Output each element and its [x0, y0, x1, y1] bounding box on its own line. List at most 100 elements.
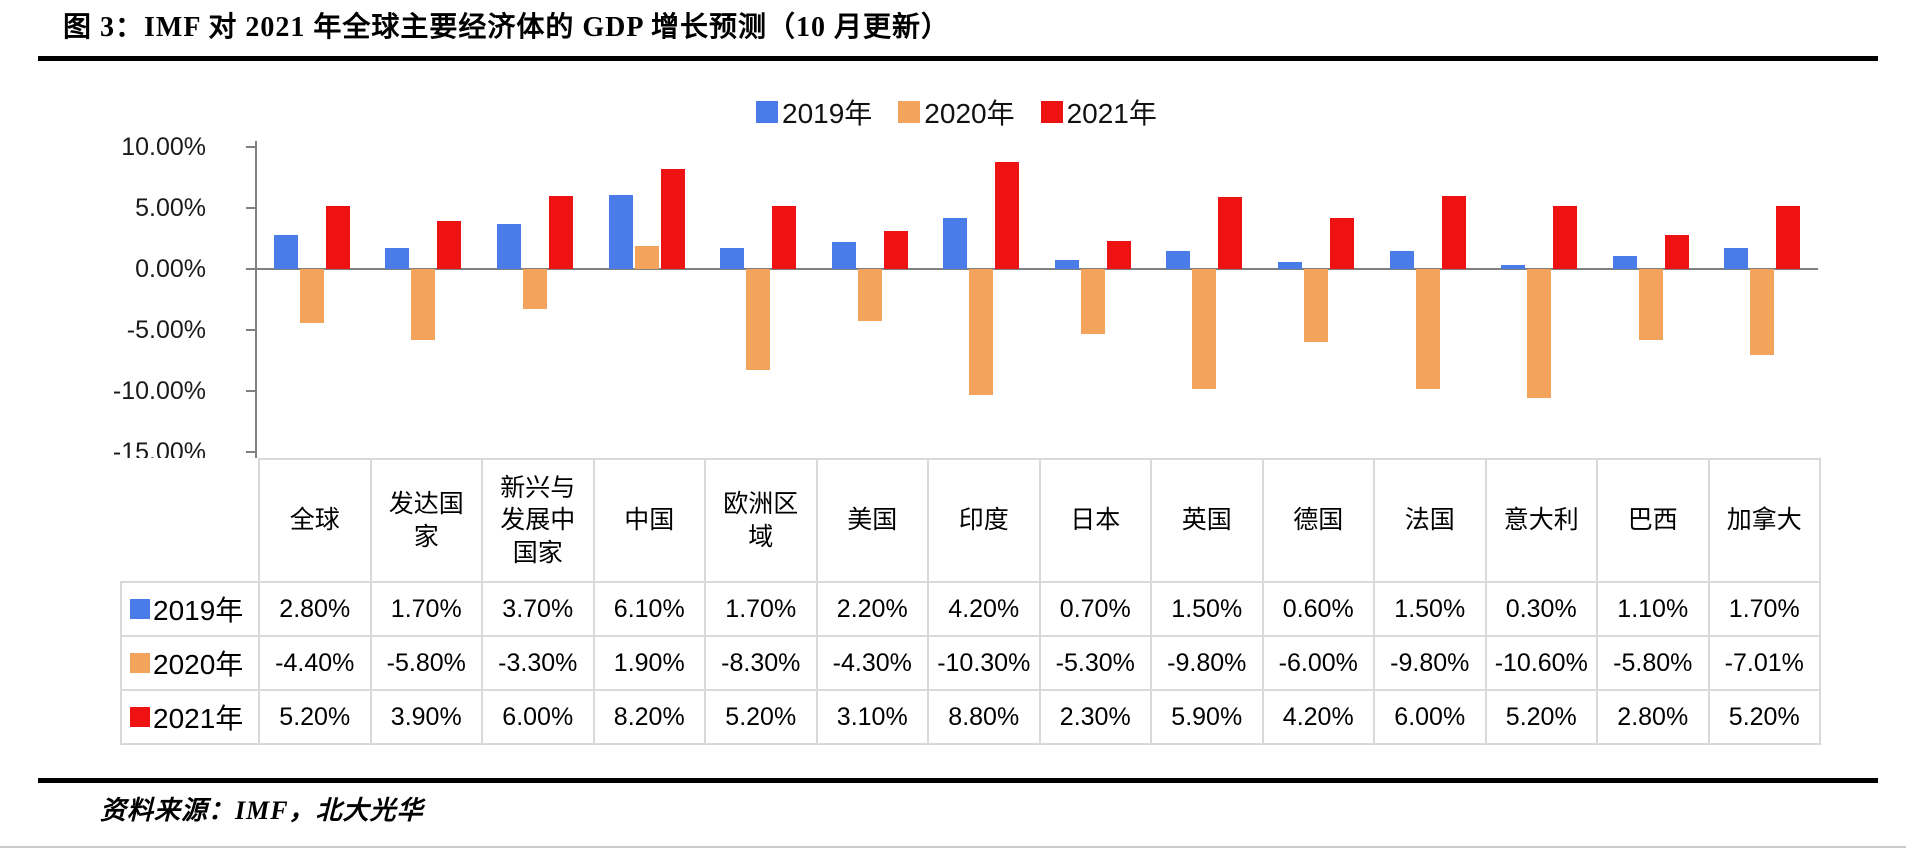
bar-2020-cat7 [1080, 269, 1105, 334]
y-axis-tick-label: 5.00% [135, 194, 206, 222]
bar-2020-cat12 [1638, 269, 1663, 340]
table-row-2020: 2020年 -4.40% -5.80% -3.30% 1.90% -8.30% -4.30%… [120, 635, 1821, 691]
row-label-text: 2021年 [153, 703, 244, 734]
y-axis-tick-label: -10.00% [112, 377, 206, 405]
bar-2021-cat8 [1218, 197, 1243, 269]
table-cell: -4.40% [258, 635, 372, 691]
table-row-label: 2019年 [130, 589, 258, 629]
table-row-2021: 2021年 5.20% 3.90% 6.00% 8.20% 5.20% 3.10% 8.80%… [120, 689, 1821, 745]
table-cell: -9.80% [1373, 635, 1487, 691]
table-cell: 6.10% [592, 581, 706, 637]
bar-2021-cat0 [325, 205, 350, 269]
bar-2020-cat3 [634, 245, 659, 269]
bar-2021-cat9 [1329, 217, 1354, 269]
table-header-cell: 中国 [592, 458, 706, 583]
bar-2020-cat10 [1415, 269, 1440, 389]
table-header-cell: 新兴与发展中国家 [481, 458, 595, 583]
table-cell: 0.60% [1261, 581, 1375, 637]
bar-2021-cat2 [548, 195, 573, 269]
table-cell: 6.00% [1373, 689, 1487, 745]
table-cell: 2.20% [815, 581, 929, 637]
legend-label-2019: 2019年 [782, 98, 873, 129]
y-axis-tick-mark [246, 451, 256, 453]
y-axis-line [255, 141, 257, 460]
table-header-cell: 美国 [815, 458, 929, 583]
table-cell: 3.10% [815, 689, 929, 745]
gdp-data-table: 全球 发达国家 新兴与发展中国家 中国 欧洲区域 美国 印度 日本 英国 德国 法国 意大利 巴西 加拿大… [120, 458, 1821, 745]
table-cell: 8.80% [927, 689, 1041, 745]
table-cell: -5.80% [369, 635, 483, 691]
bar-2021-cat6 [995, 161, 1020, 269]
table-header-corner [121, 459, 259, 582]
table-header-cell: 英国 [1150, 458, 1264, 583]
table-cell: 1.70% [704, 581, 818, 637]
bar-2021-cat7 [1106, 240, 1131, 269]
y-axis-tick-label: 0.00% [135, 255, 206, 283]
table-row-label: 2021年 [130, 697, 258, 737]
table-cell: 5.20% [1707, 689, 1821, 745]
table-cell: 1.90% [592, 635, 706, 691]
bar-2021-cat4 [772, 205, 797, 269]
bar-2019-cat4 [720, 248, 745, 269]
table-header-cell: 巴西 [1596, 458, 1710, 583]
table-cell: 5.20% [258, 689, 372, 745]
table-cell: -8.30% [704, 635, 818, 691]
bar-2021-cat11 [1553, 205, 1578, 269]
bar-2021-cat12 [1664, 234, 1689, 269]
y-axis-tick-mark [246, 146, 256, 148]
row-label-text: 2020年 [153, 649, 244, 680]
table-cell: 1.50% [1373, 581, 1487, 637]
bar-2019-cat12 [1612, 255, 1637, 269]
bar-2020-cat11 [1527, 269, 1552, 399]
y-axis-tick-mark [246, 329, 256, 331]
bar-2020-cat13 [1750, 269, 1775, 355]
table-header-cell: 加拿大 [1707, 458, 1821, 583]
y-axis-tick-mark [246, 207, 256, 209]
table-cell: 0.70% [1038, 581, 1152, 637]
legend-swatch-2020 [898, 101, 921, 123]
legend-label-2020: 2020年 [924, 98, 1015, 129]
bar-2020-cat6 [969, 269, 994, 395]
bar-2019-cat6 [943, 217, 968, 269]
table-cell: -10.60% [1484, 635, 1598, 691]
table-header-cell: 德国 [1261, 458, 1375, 583]
bar-2020-cat8 [1192, 269, 1217, 389]
bar-2021-cat5 [883, 231, 908, 269]
table-cell: 5.90% [1150, 689, 1264, 745]
table-header-cell: 意大利 [1484, 458, 1598, 583]
table-cell: 1.50% [1150, 581, 1264, 637]
bar-2020-cat4 [746, 269, 771, 371]
row-swatch-2020 [130, 653, 150, 673]
y-axis-tick-label: 10.00% [121, 133, 206, 161]
table-row-label-cell: 2021年 [120, 689, 260, 745]
legend-swatch-2021 [1040, 101, 1063, 123]
bar-2020-cat5 [857, 269, 882, 322]
bar-2019-cat3 [608, 194, 633, 269]
zero-baseline [256, 268, 1818, 270]
bar-2021-cat13 [1776, 205, 1801, 269]
legend-label-2021: 2021年 [1066, 98, 1157, 129]
table-cell: -4.30% [815, 635, 929, 691]
y-axis-tick-mark [246, 390, 256, 392]
legend-item-2020: 2020年 [898, 92, 1015, 132]
table-cell: -5.80% [1596, 635, 1710, 691]
bar-2019-cat7 [1054, 260, 1079, 269]
bar-2019-cat8 [1166, 250, 1191, 269]
bar-2020-cat0 [299, 269, 324, 323]
table-cell: 2.80% [258, 581, 372, 637]
table-header-row: 全球 发达国家 新兴与发展中国家 中国 欧洲区域 美国 印度 日本 英国 德国 法国 意大利 巴西 加拿大 [121, 458, 1821, 583]
table-cell: 1.70% [369, 581, 483, 637]
table-cell: -6.00% [1261, 635, 1375, 691]
table-header-cell: 印度 [927, 458, 1041, 583]
chart-legend: 2019年 2020年 2021年 [756, 92, 1157, 132]
table-cell: 4.20% [927, 581, 1041, 637]
title-divider-rule [38, 56, 1878, 61]
table-cell: 0.30% [1484, 581, 1598, 637]
bar-2021-cat1 [437, 221, 462, 269]
table-cell: 1.10% [1596, 581, 1710, 637]
table-cell: 5.20% [1484, 689, 1598, 745]
page-bottom-border [0, 846, 1906, 848]
table-header-cell: 发达国家 [369, 458, 483, 583]
row-swatch-2019 [130, 599, 150, 619]
